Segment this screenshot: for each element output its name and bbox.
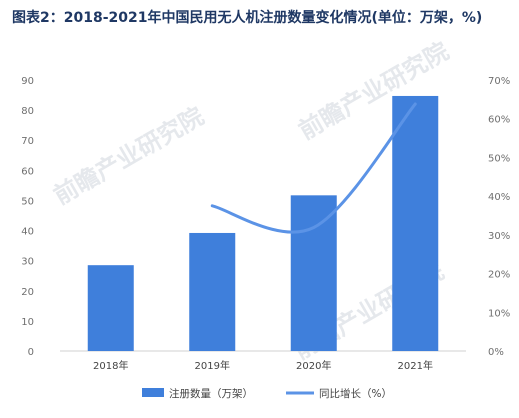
legend-bar-swatch [142, 388, 164, 397]
y-right-tick-label: 50% [488, 153, 510, 164]
bar-2019年 [189, 232, 236, 351]
y-axis-right: 0% 10% 20% 30% 40% 50% 60% 70% [488, 76, 510, 358]
bar-2018年 [87, 265, 134, 351]
y-left-tick-label: 60 [21, 166, 34, 177]
growth-line [210, 102, 417, 234]
watermark-text: 前瞻产业研究院 [49, 102, 208, 210]
chart-title: 图表2：2018-2021年中国民用无人机注册数量变化情况(单位：万架，%) [12, 10, 483, 26]
y-left-tick-label: 10 [21, 317, 34, 328]
y-left-tick-label: 70 [21, 136, 34, 147]
y-right-tick-label: 20% [488, 270, 510, 281]
x-axis-labels: 2018年 2019年 2020年 2021年 [93, 359, 433, 372]
legend-bar-label: 注册数量（万架） [169, 387, 253, 400]
y-left-tick-label: 40 [21, 227, 34, 238]
y-right-tick-label: 0% [488, 347, 504, 358]
y-right-tick-label: 30% [488, 231, 510, 242]
y-right-tick-label: 40% [488, 192, 510, 203]
bar-series [87, 95, 439, 351]
x-tick-label: 2021年 [398, 359, 433, 372]
y-left-tick-label: 50 [21, 196, 34, 207]
y-right-tick-label: 10% [488, 308, 510, 319]
legend: 注册数量（万架） 同比增长（%） [142, 387, 392, 400]
y-right-tick-label: 60% [488, 115, 510, 126]
y-left-tick-label: 80 [21, 106, 34, 117]
legend-line-label: 同比增长（%） [319, 387, 392, 400]
y-left-tick-label: 30 [21, 257, 34, 268]
bar-2020年 [290, 195, 337, 351]
bar-2021年 [392, 95, 439, 351]
y-right-tick-label: 70% [488, 76, 510, 87]
y-axis-left: 0 10 20 30 40 50 60 70 80 90 [21, 76, 34, 358]
y-left-tick-label: 20 [21, 287, 34, 298]
x-tick-label: 2018年 [93, 359, 128, 372]
x-tick-label: 2020年 [296, 359, 331, 372]
y-left-tick-label: 90 [21, 76, 34, 87]
x-tick-label: 2019年 [195, 359, 230, 372]
y-left-tick-label: 0 [28, 347, 34, 358]
